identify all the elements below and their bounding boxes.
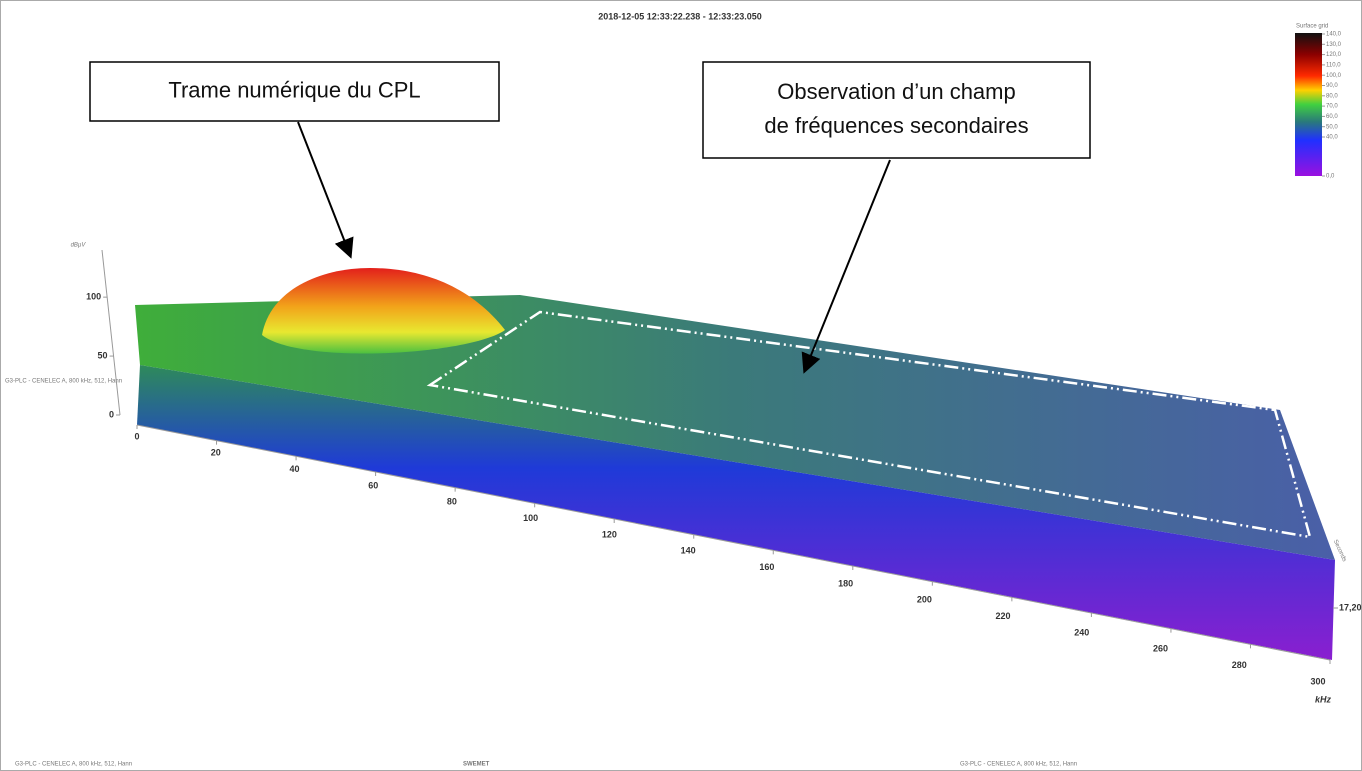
surface-top <box>135 295 1335 560</box>
x-tick-label: 100 <box>523 513 538 523</box>
side-label: G3-PLC - CENELEC A, 800 kHz, 512, Hann <box>5 379 122 385</box>
x-axis <box>136 424 1331 661</box>
color-scale-label: 110,0 <box>1326 62 1341 68</box>
x-tick-label: 120 <box>602 529 617 539</box>
color-scale-label: 120,0 <box>1326 52 1342 58</box>
color-scale-label: 40,0 <box>1326 135 1338 141</box>
x-tick-label: 300 <box>1310 676 1325 686</box>
color-scale-label: 130,0 <box>1326 42 1342 48</box>
surface-front <box>137 365 1335 660</box>
highlight-region <box>426 310 1312 539</box>
annotation-box <box>89 61 500 122</box>
z-axis-label: dBµV <box>71 243 87 249</box>
chart-title: 2018-12-05 12:33:22.238 - 12:33:23.050 <box>598 11 762 21</box>
x-tick-label: 0 <box>134 431 139 441</box>
annotation-text: Observation d’un champ <box>777 79 1015 104</box>
x-tick-label: 280 <box>1232 660 1247 670</box>
color-scale-label: 140,0 <box>1326 32 1342 38</box>
x-tick-label: 40 <box>289 464 299 474</box>
color-scale-label: 0,0 <box>1326 174 1335 180</box>
color-scale-label: 70,0 <box>1326 104 1338 110</box>
annotation-box <box>702 61 1091 159</box>
x-tick-label: 260 <box>1153 644 1168 654</box>
z-tick-label: 100 <box>86 292 101 302</box>
x-tick-label: 160 <box>759 562 774 572</box>
footer-center: SWEMET <box>463 762 490 768</box>
z-axis <box>101 249 121 416</box>
color-scale-label: 100,0 <box>1326 73 1342 79</box>
annotation-arrow <box>297 121 354 259</box>
footer-left: G3-PLC - CENELEC A, 800 kHz, 512, Hann <box>15 762 132 768</box>
color-scale-label: 60,0 <box>1326 114 1338 120</box>
color-scale-label: 80,0 <box>1326 93 1338 99</box>
annotation-text: de fréquences secondaires <box>764 113 1028 138</box>
x-tick-label: 240 <box>1074 627 1089 637</box>
x-tick-label: 20 <box>211 448 221 458</box>
annotations: Trame numérique du CPL Observation d’un c… <box>89 61 1091 374</box>
x-tick-label: 200 <box>917 595 932 605</box>
color-scale-label: 90,0 <box>1326 83 1338 89</box>
color-scale <box>1295 33 1322 176</box>
x-tick-label: 140 <box>681 546 696 556</box>
color-scale-title: Surface grid <box>1296 24 1328 30</box>
annotation-arrow <box>801 159 891 374</box>
annotation-text: Trame numérique du CPL <box>168 77 420 102</box>
x-tick-label: 60 <box>368 480 378 490</box>
color-scale-label: 50,0 <box>1326 124 1338 130</box>
z-tick-label: 0 <box>109 409 114 419</box>
x-axis-label: kHz <box>1315 694 1332 704</box>
x-tick-label: 80 <box>447 497 457 507</box>
z-tick-label: 50 <box>98 350 108 360</box>
x-tick-label: 220 <box>996 611 1011 621</box>
footer-right: G3-PLC - CENELEC A, 800 kHz, 512, Hann <box>960 762 1077 768</box>
surface-peak <box>262 268 505 354</box>
y-tick-label: 17,20 <box>1339 602 1362 612</box>
x-tick-label: 180 <box>838 578 853 588</box>
